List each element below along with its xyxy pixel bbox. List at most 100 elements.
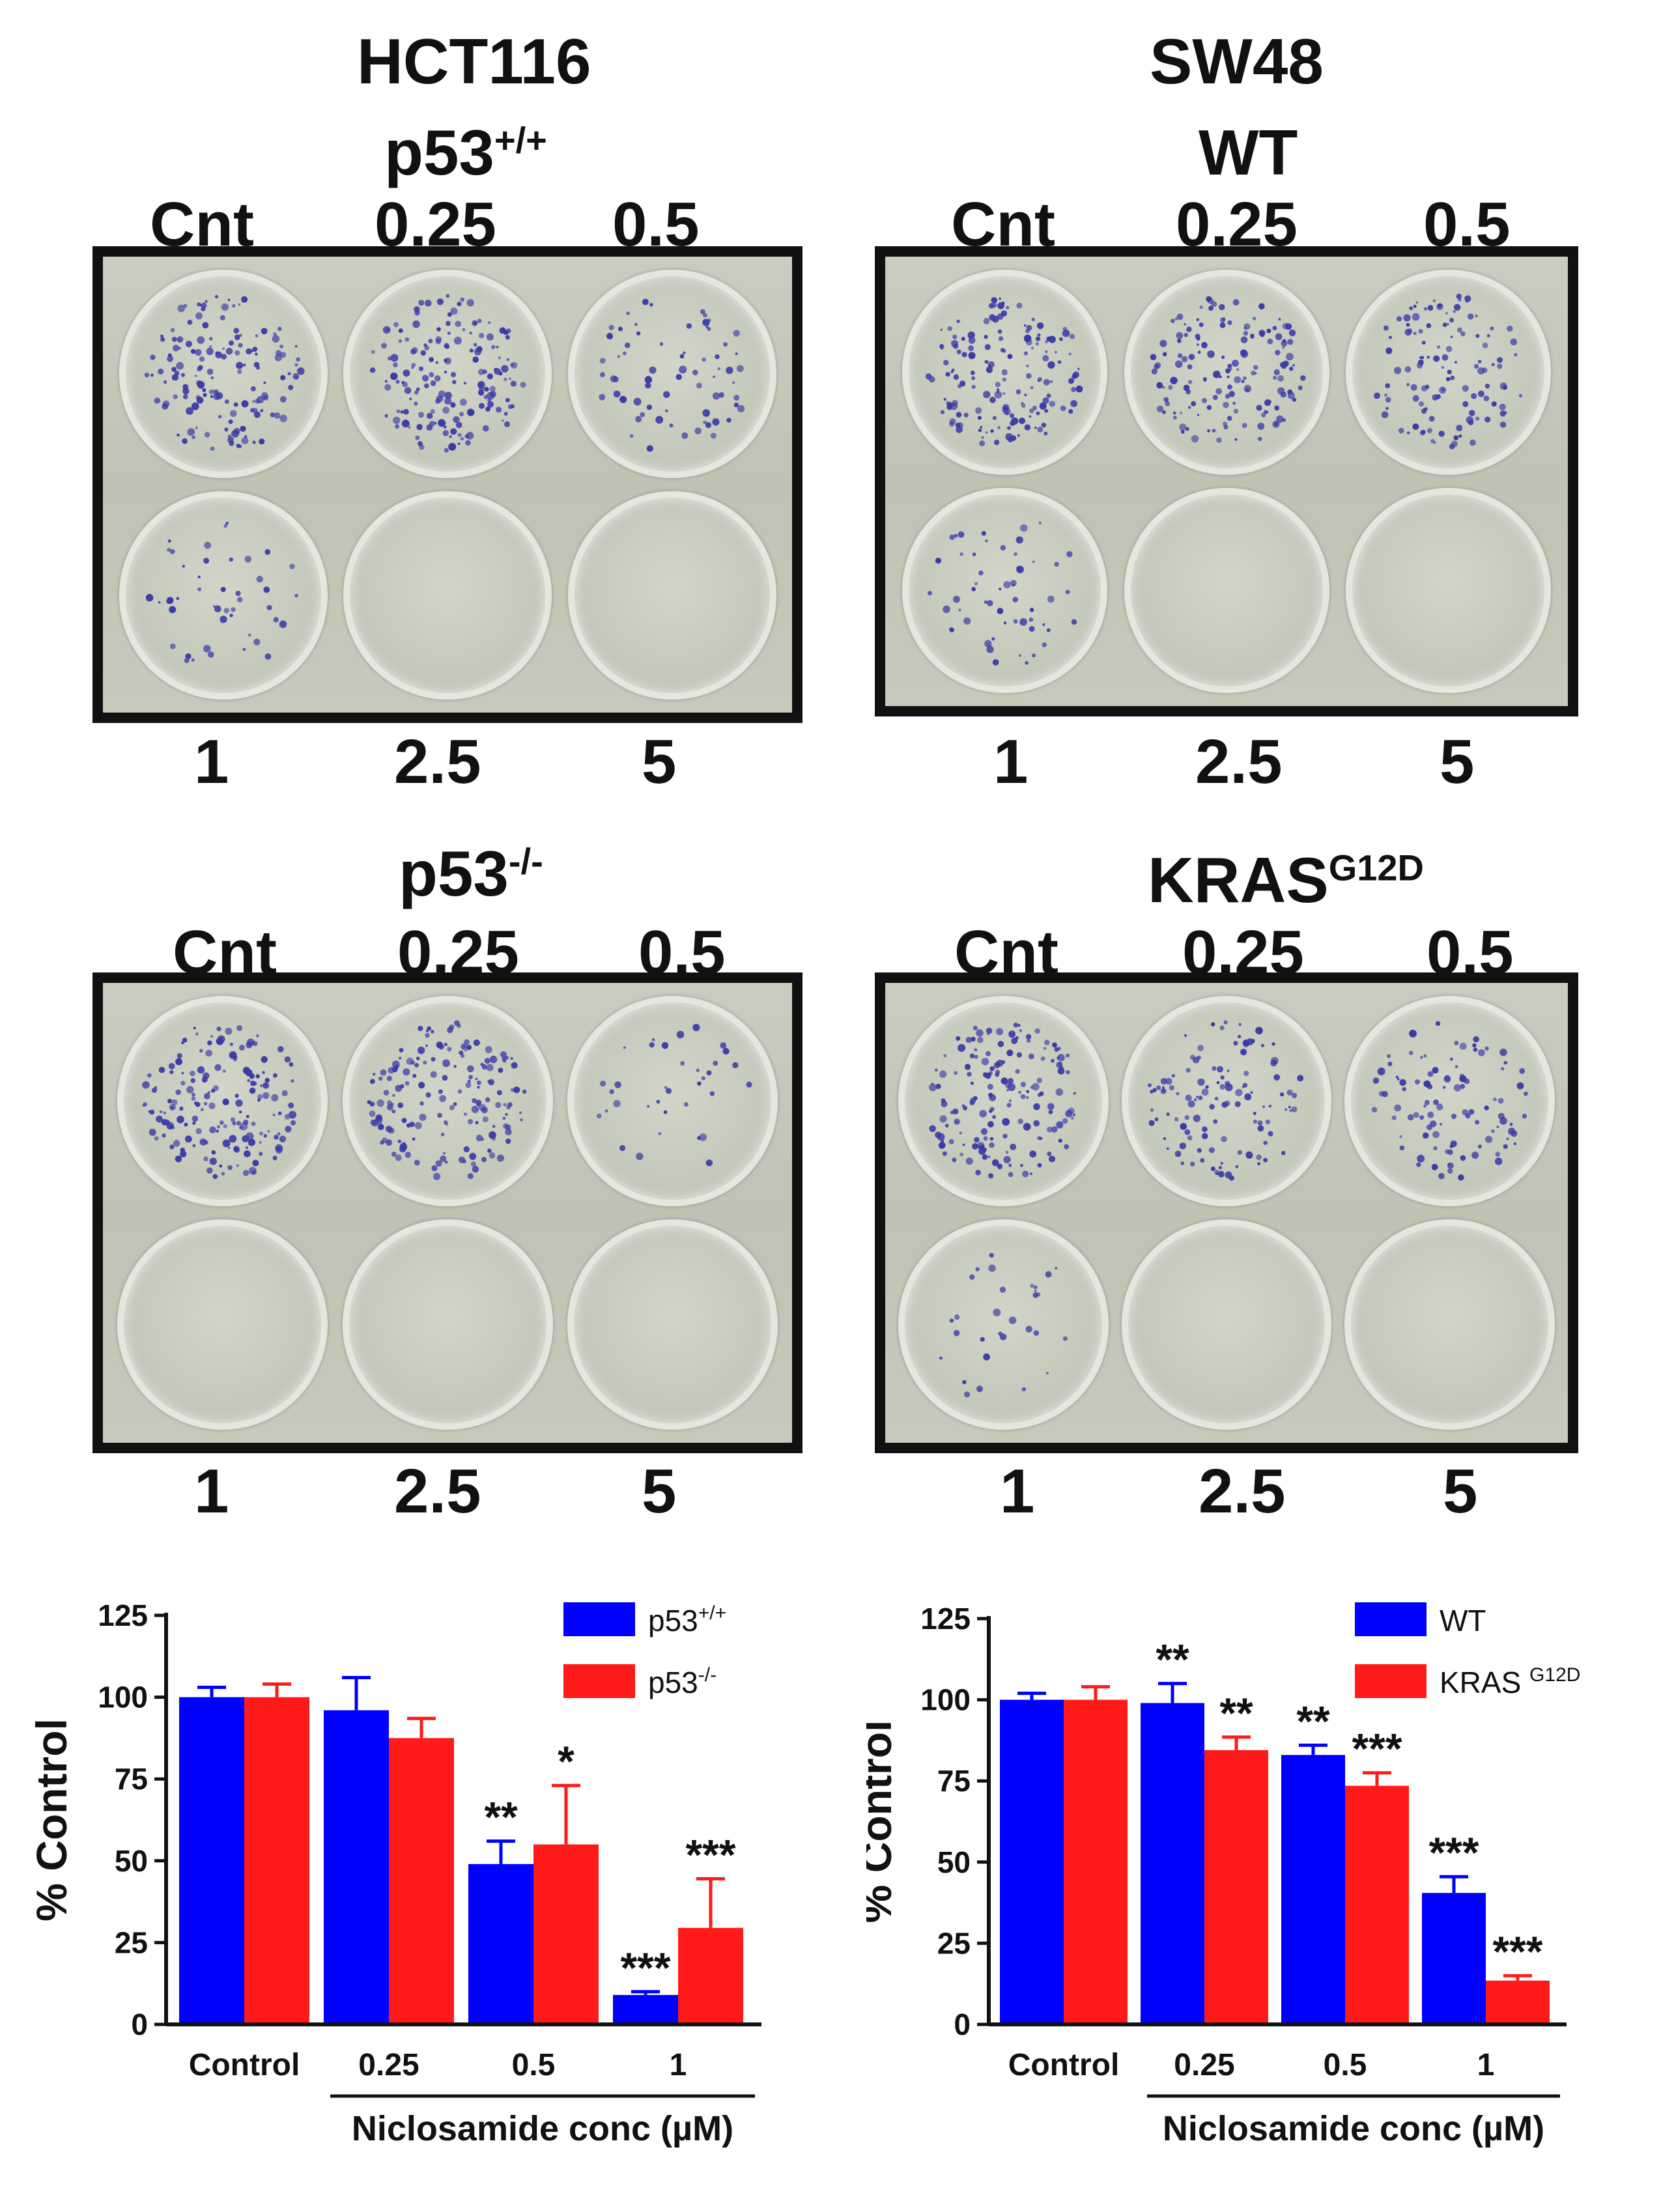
- bar: [468, 1864, 533, 2024]
- colony-dot: [954, 1071, 958, 1075]
- colony-dot: [1496, 1126, 1499, 1129]
- colony-dot: [1249, 335, 1254, 339]
- colony-dot: [457, 1089, 462, 1094]
- bar: [179, 1697, 244, 2024]
- colony-dot: [1417, 1154, 1425, 1163]
- culture-well: [567, 1219, 778, 1430]
- colony-dot: [250, 1081, 256, 1086]
- colony-dot: [156, 1115, 163, 1123]
- colony-dot: [227, 298, 230, 302]
- colony-dot: [1292, 363, 1295, 367]
- colony-dot: [416, 423, 423, 431]
- colony-dot: [492, 1124, 495, 1128]
- colony-dot: [262, 1071, 266, 1074]
- colony-dot: [972, 1143, 978, 1150]
- colony-dot: [974, 1055, 978, 1059]
- colony-dot: [1165, 1078, 1172, 1085]
- colony-dot: [1219, 1084, 1225, 1090]
- y-tick-label: 125: [98, 1598, 148, 1632]
- colony-dot: [453, 416, 460, 423]
- bar: [389, 1738, 454, 2024]
- colony-dot: [1397, 1078, 1400, 1081]
- colony-dot: [194, 348, 202, 356]
- colony-dot: [171, 374, 178, 381]
- colony-dot: [1006, 1049, 1014, 1056]
- colony-dot: [461, 437, 464, 441]
- colony-dot: [1049, 401, 1055, 407]
- colony-dot: [175, 362, 184, 370]
- colony-dot: [1197, 414, 1199, 416]
- colony-dot: [400, 410, 404, 414]
- colony-layer: [144, 294, 305, 451]
- colony-dot: [1060, 405, 1066, 412]
- colony-dot: [1471, 1152, 1479, 1159]
- colony-dot: [1042, 397, 1049, 404]
- colony-dot: [955, 426, 963, 433]
- colony-dot: [429, 421, 435, 427]
- colony-dot: [379, 1069, 386, 1076]
- colony-dot: [1491, 1129, 1496, 1133]
- colony-dot: [457, 432, 462, 438]
- colony-dot: [462, 328, 466, 332]
- colony-dot: [447, 332, 451, 335]
- colony-dot: [263, 1134, 268, 1138]
- culture-well: [343, 491, 552, 700]
- colony-dot: [952, 1109, 959, 1115]
- colony-dot: [1037, 1163, 1042, 1168]
- colony-dot: [1045, 350, 1047, 353]
- colony-dot: [438, 1043, 444, 1050]
- colony-dot: [444, 1160, 447, 1164]
- colony-dot: [1234, 1101, 1241, 1107]
- colony-dot: [1001, 1077, 1008, 1085]
- colony-dot: [1227, 1070, 1230, 1073]
- colony-dot: [251, 400, 255, 403]
- colony-dot: [431, 1165, 437, 1172]
- colony-dot: [154, 1136, 159, 1141]
- colony-dot: [195, 395, 201, 400]
- colony-dot: [1478, 360, 1482, 364]
- colony-dot: [1042, 355, 1049, 362]
- colony-dot: [1427, 305, 1434, 311]
- significance-label: **: [1156, 1636, 1189, 1684]
- colony-dot: [1484, 383, 1490, 389]
- colony-dot: [613, 390, 620, 398]
- colony-dot: [599, 372, 605, 378]
- colony-dot: [191, 658, 195, 662]
- colony-dot: [185, 1135, 193, 1143]
- colony-dot: [1001, 369, 1008, 376]
- colony-dot: [207, 1040, 212, 1045]
- colony-dot: [240, 296, 248, 303]
- colony-dot: [229, 1135, 237, 1143]
- x-tick-label: 0.5: [1324, 2048, 1367, 2082]
- colony-dot: [963, 617, 971, 625]
- colony-dot: [656, 1099, 660, 1104]
- colony-dot: [1460, 331, 1466, 337]
- colony-dot: [1291, 1106, 1298, 1113]
- colony-dot: [1404, 366, 1412, 373]
- colony-dot: [382, 326, 391, 334]
- x-tick-label: 0.5: [512, 2048, 556, 2082]
- colony-dot: [244, 1150, 251, 1157]
- colony-dot: [1201, 1088, 1209, 1096]
- colony-layer: [1150, 296, 1306, 443]
- colony-dot: [1475, 416, 1480, 421]
- colony-dot: [1068, 409, 1073, 414]
- colony-dot: [459, 412, 464, 417]
- colony-dot: [175, 1089, 182, 1096]
- colony-dot: [1446, 376, 1451, 382]
- colony-dot: [1003, 621, 1007, 625]
- colony-dot: [504, 412, 508, 416]
- colony-dot: [1403, 314, 1411, 322]
- colony-dot: [414, 390, 419, 395]
- colony-dot: [453, 1102, 457, 1106]
- colony-dot: [1159, 339, 1167, 347]
- colony-dot: [1029, 626, 1035, 632]
- colony-layer: [575, 498, 770, 693]
- colony-dot: [180, 1150, 187, 1157]
- colony-dot: [1072, 371, 1079, 378]
- colony-dot: [489, 1152, 495, 1159]
- colony-dot: [981, 1058, 989, 1066]
- colony-dot: [1420, 1056, 1423, 1059]
- colony-dot: [228, 557, 233, 562]
- colony-dot: [1387, 1054, 1391, 1058]
